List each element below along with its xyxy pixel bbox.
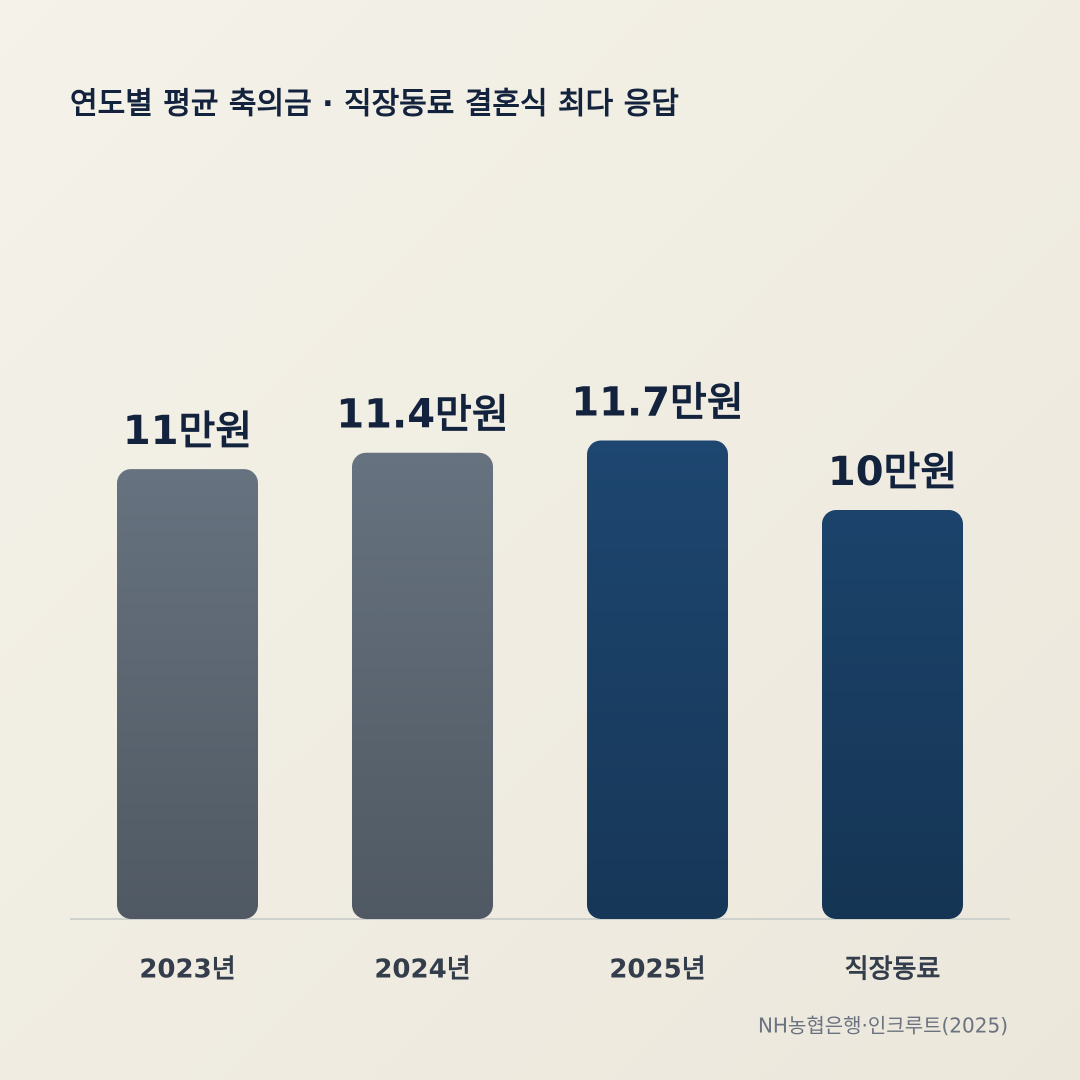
source: NH농협은행·인크루트(2025) bbox=[758, 1014, 1008, 1038]
value-label: 10만원 bbox=[828, 449, 957, 495]
chart-title: 연도별 평균 축의금 · 직장동료 결혼식 최다 응답 bbox=[70, 87, 679, 122]
x-tick-label: 2023년 bbox=[139, 955, 235, 985]
bar-shade bbox=[822, 510, 963, 919]
value-label: 11.7만원 bbox=[571, 379, 743, 425]
bar-shade bbox=[587, 440, 728, 919]
bar-shade bbox=[117, 469, 258, 919]
x-tick-label: 직장동료 bbox=[845, 955, 941, 985]
value-label: 11.4만원 bbox=[336, 392, 508, 438]
x-tick-label: 2024년 bbox=[374, 955, 470, 985]
value-label: 11만원 bbox=[123, 408, 252, 454]
x-tick-label: 2025년 bbox=[609, 955, 705, 985]
bar-shade bbox=[352, 452, 493, 919]
